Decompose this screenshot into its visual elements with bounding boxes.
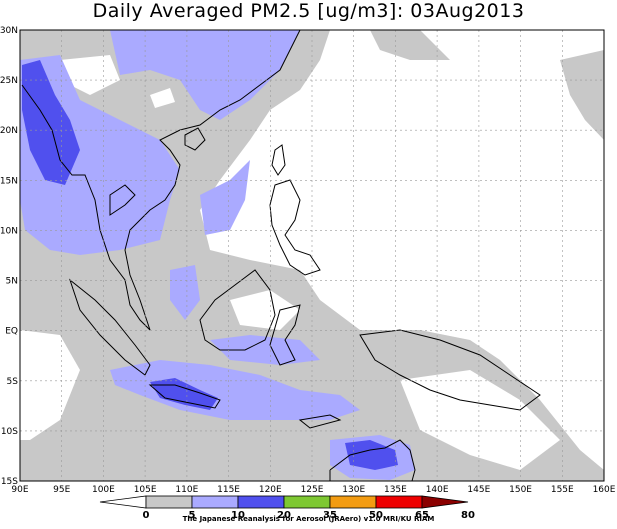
colorbar-segment: [237, 495, 285, 509]
y-tick-label: EQ: [5, 327, 18, 337]
credit-line: The Japanese Reanalysis for Aerosol (JRA…: [182, 515, 435, 523]
coastlines: [21, 30, 541, 481]
x-tick-label: 140E: [426, 485, 449, 495]
colorbar-label: 10: [231, 510, 245, 521]
colorbar-segment: [375, 495, 423, 509]
x-tick-label: 160E: [593, 485, 616, 495]
y-tick-label: 15N: [0, 176, 18, 186]
y-tick-label: 10N: [0, 226, 18, 236]
colorbar-segment: [145, 495, 193, 509]
x-tick-label: 130E: [342, 485, 365, 495]
colorbar-segment: [99, 495, 147, 509]
colorbar-label: 0: [143, 510, 150, 521]
x-tick-label: 110E: [175, 485, 198, 495]
colorbar-label: 50: [369, 510, 383, 521]
colorbar-legend: 0 5 10 20 35 50 65 80: [99, 495, 475, 521]
x-axis-ticks: 90E 95E 100E 105E 110E 115E 120E 125E 130E 135E 14…: [11, 485, 615, 495]
x-tick-label: 115E: [217, 485, 240, 495]
x-tick-label: 100E: [92, 485, 115, 495]
x-tick-label: 95E: [53, 485, 70, 495]
y-tick-label: 5N: [6, 277, 18, 287]
y-tick-label: 20N: [0, 126, 18, 136]
colorbar-label: 5: [189, 510, 196, 521]
colorbar-segment: [329, 495, 377, 509]
x-tick-label: 125E: [301, 485, 324, 495]
colorbar-label: 35: [323, 510, 337, 521]
x-tick-label: 155E: [551, 485, 574, 495]
y-tick-label: 25N: [0, 76, 18, 86]
x-tick-label: 135E: [384, 485, 407, 495]
x-tick-label: 90E: [11, 485, 28, 495]
x-tick-label: 120E: [259, 485, 282, 495]
map-title: Daily Averaged PM2.5 [ug/m3]: 03Aug2013: [92, 0, 525, 22]
colorbar-segment: [283, 495, 331, 509]
colorbar-segment: [421, 495, 469, 509]
colorbar-label: 65: [415, 510, 429, 521]
colorbar-label: 80: [461, 510, 475, 521]
y-tick-label: 10S: [1, 427, 18, 437]
x-tick-label: 150E: [509, 485, 532, 495]
y-tick-label: 30N: [0, 26, 18, 36]
colorbar-label: 20: [277, 510, 291, 521]
x-tick-label: 105E: [134, 485, 157, 495]
y-tick-label: 15S: [1, 477, 18, 487]
gridlines: [20, 30, 604, 481]
x-tick-label: 145E: [467, 485, 490, 495]
plot-frame: [19, 29, 605, 482]
y-tick-label: 5S: [7, 377, 19, 387]
y-axis-ticks: 15S 10S 5S EQ 5N 10N 15N 20N 25N 30N: [0, 26, 18, 487]
colorbar-segment: [191, 495, 239, 509]
